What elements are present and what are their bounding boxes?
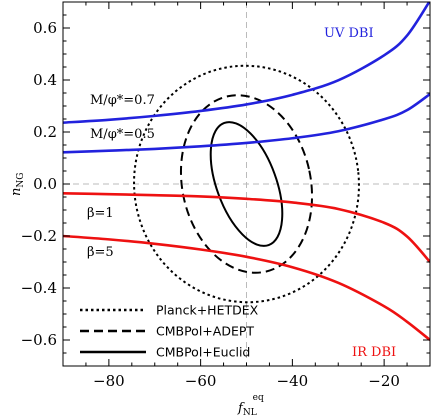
- annotation-m05: M/φ*=0.5: [90, 127, 155, 142]
- x-tick-label: −80: [93, 372, 125, 390]
- x-tick-label: −40: [277, 372, 309, 390]
- y-tick-label: −0.4: [21, 279, 57, 297]
- x-tick-label: −60: [185, 372, 217, 390]
- y-tick-label: 0.6: [33, 19, 57, 37]
- series-line-1: [63, 2, 430, 124]
- series-line-2: [63, 92, 430, 154]
- y-tick-label: 0.2: [33, 123, 57, 141]
- legend-label: CMBPol+ADEPT: [156, 324, 254, 339]
- annotation-uv-dbi: UV DBI: [324, 26, 374, 41]
- legend-label: Planck+HETDEX: [156, 303, 259, 318]
- y-tick-label: −0.6: [21, 331, 57, 349]
- series-line-3: [63, 192, 430, 263]
- axis-ticks: −80 −60 −40 −20 0.6 0.4 0.2 0.0 −0.2 −0.4 −0.6: [21, 2, 431, 390]
- y-tick-label: 0.0: [33, 175, 57, 193]
- ellipse-cmbpol-euclid: [209, 121, 284, 247]
- reference-lines: [63, 2, 430, 366]
- annotation-beta5: β=5: [87, 245, 114, 260]
- legend: Planck+HETDEX CMBPol+ADEPT CMBPol+Euclid: [80, 303, 259, 360]
- ellipse-cmbpol-adept: [179, 94, 314, 274]
- series-line-4: [63, 234, 430, 342]
- annotation-ir-dbi: IR DBI: [352, 345, 396, 360]
- x-axis-title: fNLeq: [237, 393, 264, 416]
- annotation-m07: M/φ*=0.7: [90, 93, 155, 108]
- y-tick-label: 0.4: [33, 71, 57, 89]
- x-tick-label: −20: [368, 372, 400, 390]
- y-tick-label: −0.2: [21, 227, 57, 245]
- plot-area: [63, 2, 430, 342]
- legend-label: CMBPol+Euclid: [156, 345, 250, 360]
- ellipse-planck-hetdex: [133, 64, 360, 304]
- annotation-beta1: β=1: [87, 206, 114, 221]
- y-axis-title: nNG: [9, 173, 26, 196]
